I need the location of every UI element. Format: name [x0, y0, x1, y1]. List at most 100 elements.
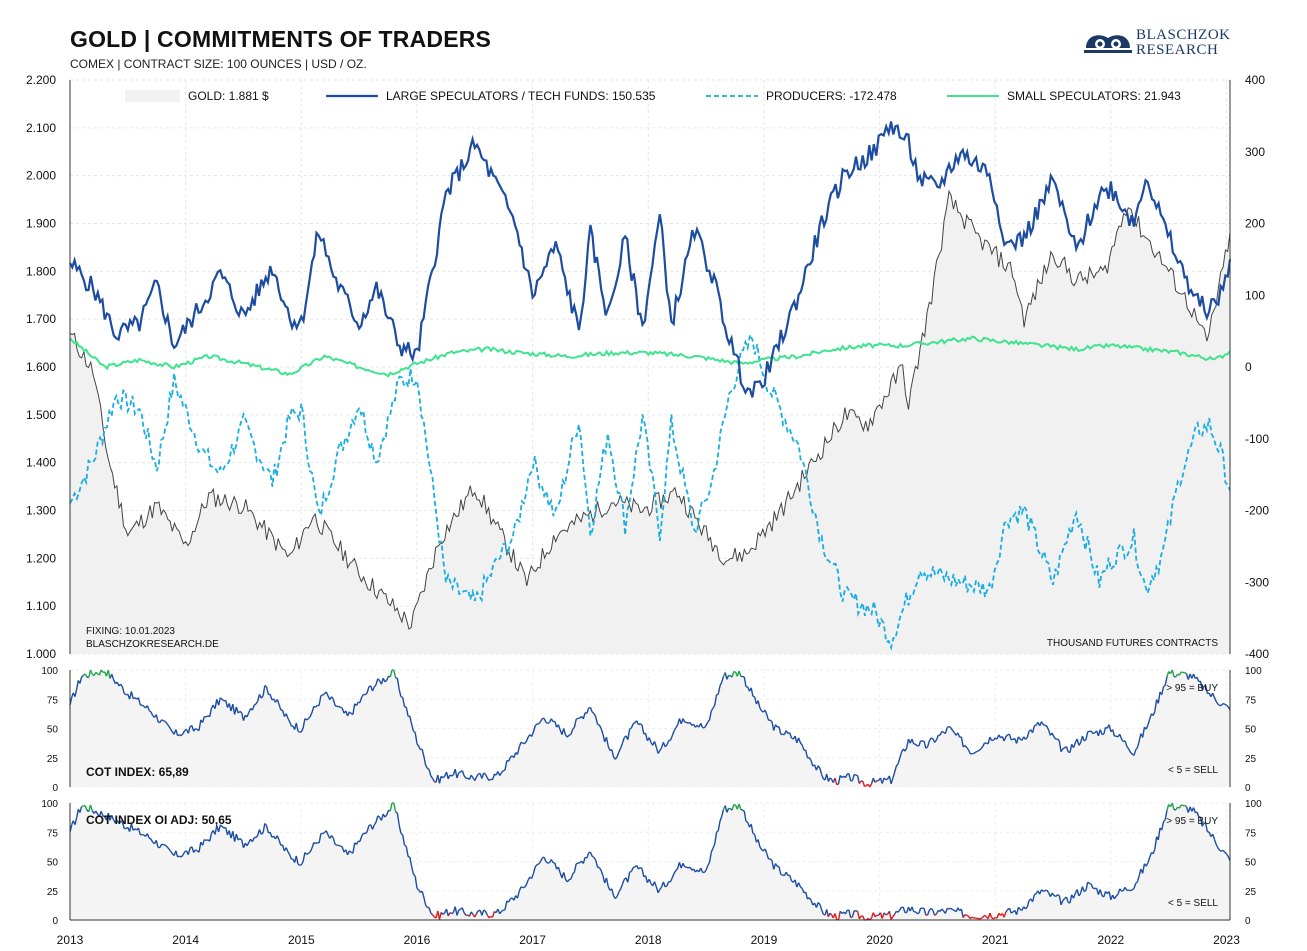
cot-index-oi-segment [1041, 889, 1044, 892]
cot-index-segment [897, 757, 901, 764]
cot-index-oi-y-right-tick: 100 [1245, 799, 1262, 810]
cot-index-oi-segment [499, 910, 503, 915]
chart-subtitle: COMEX | CONTRACT SIZE: 100 OUNCES | USD … [70, 57, 367, 71]
cot-index-oi-segment [632, 866, 636, 869]
cot-index-oi-segment [874, 914, 878, 918]
cot-index-oi-segment [134, 828, 138, 831]
cot-index-segment [629, 727, 632, 730]
cot-index-segment [1005, 734, 1009, 738]
cot-index-segment [198, 719, 202, 731]
cot-index-segment [307, 716, 311, 720]
cot-index-oi-segment [575, 862, 579, 865]
cot-index-segment [248, 708, 252, 713]
cot-index-segment [449, 774, 453, 777]
cot-index-segment [219, 697, 223, 700]
cot-index-segment [402, 697, 406, 707]
cot-index-oi-segment [1119, 888, 1123, 892]
cot-index-oi-segment [568, 878, 572, 881]
cot-index-segment [925, 746, 929, 749]
cot-index-segment [458, 771, 461, 774]
cot-index-segment [602, 733, 606, 742]
cot-index-oi-segment [334, 843, 338, 846]
cot-index-segment [168, 725, 172, 730]
cot-index-oi-segment [410, 865, 415, 875]
cot-index-oi-segment [364, 831, 368, 835]
cot-index-oi-segment [950, 907, 953, 911]
cot-index-oi-segment [595, 860, 599, 868]
cot-index-segment [630, 723, 634, 729]
cot-index-segment [904, 747, 908, 752]
cot-index-segment [463, 775, 467, 779]
cot-index-oi-segment [872, 912, 876, 918]
cot-index-segment [361, 693, 365, 698]
cot-index-segment [589, 707, 593, 713]
cot-index-oi-segment [395, 811, 398, 814]
cot-index-segment [503, 769, 506, 772]
cot-index-oi-segment [892, 913, 896, 918]
cot-index-segment [611, 749, 615, 758]
cot-index-oi-segment [664, 885, 668, 888]
cot-index-segment [572, 726, 575, 730]
cot-index-oi-segment [532, 866, 536, 874]
cot-index-oi-segment [1130, 889, 1133, 892]
cot-index-segment [341, 707, 345, 714]
cot-index-segment [941, 730, 944, 734]
cot-index-segment [79, 676, 83, 684]
cot-index-oi-segment [829, 912, 833, 916]
cot-index-oi-segment [402, 834, 406, 846]
cot-index-oi-segment [1205, 822, 1209, 832]
cot-index-segment [239, 710, 243, 714]
cot-index-oi-segment [180, 854, 184, 858]
cot-index-segment [506, 759, 509, 762]
cot-index-segment [146, 705, 150, 711]
cot-index-segment [923, 741, 927, 749]
cot-index-oi-segment [589, 851, 593, 857]
cot-index-segment [703, 724, 707, 729]
cot-index-oi-segment [311, 842, 315, 849]
legend-large-specs-label: LARGE SPECULATORS / TECH FUNDS: 150.535 [386, 89, 656, 103]
cot-index-segment [338, 705, 341, 709]
cot-index-oi-buy-annotation: > 95 = BUY [1166, 816, 1218, 827]
units-note: THOUSAND FUTURES CONTRACTS [1047, 638, 1218, 649]
cot-index-oi-segment [278, 839, 282, 846]
chart-title: GOLD | COMMITMENTS OF TRADERS [70, 26, 492, 52]
cot-index-oi-segment [890, 916, 894, 920]
cot-index-oi-segment [885, 913, 888, 916]
cot-index-oi-segment [295, 855, 299, 865]
y-right-tick-label: -300 [1245, 575, 1269, 589]
cot-index-segment [1034, 724, 1037, 727]
cot-index-oi-segment [1099, 889, 1103, 896]
cot-index-oi-segment [81, 805, 84, 808]
cot-index-oi-segment [191, 846, 195, 853]
cot-index-oi-segment [655, 886, 659, 893]
gold-line [69, 189, 1231, 630]
cot-index-oi-segment [484, 910, 488, 916]
logo-line-1: BLASCHZOK [1136, 27, 1231, 43]
cot-index-oi-segment [1044, 889, 1048, 892]
cot-index-oi-segment [682, 862, 686, 868]
cot-index-oi-segment [264, 823, 268, 827]
cot-index-oi-segment [281, 844, 286, 852]
cot-index-segment [179, 734, 182, 737]
cot-index-oi-segment [474, 913, 478, 918]
cot-index-segment [1119, 733, 1123, 740]
cot-index-segment [1053, 736, 1057, 740]
cot-index-segment [829, 777, 833, 781]
cot-index-segment [431, 778, 435, 782]
cot-index-segment [491, 773, 496, 780]
cot-index-segment [675, 724, 679, 729]
cot-index-segment [821, 774, 825, 780]
cot-index-oi-segment [570, 873, 574, 880]
cot-index-oi-segment [1113, 895, 1117, 900]
cot-index-oi-segment [817, 901, 821, 906]
cot-index-segment [682, 718, 686, 723]
cot-index-oi-segment [572, 871, 575, 875]
cot-index-oi-segment [893, 910, 897, 915]
cot-index-oi-segment [1178, 804, 1182, 809]
cot-index-oi-segment [1128, 889, 1131, 892]
cot-index-segment [1078, 742, 1082, 746]
cot-index-segment [588, 706, 591, 709]
cot-index-oi-segment [881, 912, 885, 919]
cot-index-oi-segment [780, 873, 783, 876]
cot-index-oi-segment [621, 879, 625, 885]
